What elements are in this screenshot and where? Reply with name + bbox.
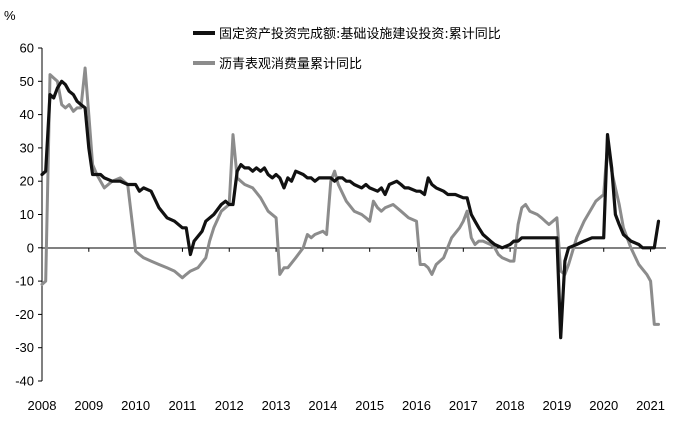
x-tick-label: 2014 — [308, 398, 337, 413]
y-tick-label: -10 — [15, 274, 34, 289]
series-line-2 — [40, 66, 660, 326]
y-tick-label: 40 — [20, 107, 34, 122]
series-layer — [40, 66, 661, 340]
y-tick-label: -30 — [15, 340, 34, 355]
x-tick-label: 2012 — [215, 398, 244, 413]
y-tick-group: 60 50 40 30 20 10 0 -10 -20 -30 -40 — [15, 41, 42, 389]
x-tick-label: 2018 — [496, 398, 525, 413]
x-tick-label: 2020 — [589, 398, 618, 413]
y-tick-label: -20 — [15, 307, 34, 322]
x-tick-label: 2016 — [402, 398, 431, 413]
y-tick-label: 10 — [20, 207, 34, 222]
x-tick-label: 2017 — [449, 398, 478, 413]
x-tick-label: 2021 — [636, 398, 665, 413]
y-tick-label: 30 — [20, 140, 34, 155]
legend: 固定资产投资完成额:基础设施建设投资:累计同比 沥青表观消费量累计同比 — [193, 26, 501, 72]
legend-label-series-1: 固定资产投资完成额:基础设施建设投资:累计同比 — [219, 26, 501, 42]
series-line-1 — [40, 79, 661, 340]
x-tick-label: 2010 — [121, 398, 150, 413]
axes — [41, 48, 666, 381]
x-tick-label: 2013 — [262, 398, 291, 413]
y-tick-label: 50 — [20, 74, 34, 89]
x-tick-label: 2008 — [28, 398, 57, 413]
y-axis-unit-label: % — [4, 8, 16, 23]
x-tick-label: 2009 — [74, 398, 103, 413]
x-tick-label: 2011 — [168, 398, 196, 413]
x-tick-label: 2019 — [542, 398, 571, 413]
y-tick-label: 20 — [20, 174, 34, 189]
x-tick-label: 2015 — [355, 398, 384, 413]
y-tick-label: 60 — [20, 41, 34, 56]
x-tick-group: 2008 2009 2010 2011 2012 2013 2014 2015 2016 2017… — [28, 247, 665, 413]
y-tick-label: 0 — [27, 240, 34, 255]
legend-label-series-2: 沥青表观消费量累计同比 — [219, 57, 362, 72]
y-tick-label: -40 — [15, 374, 34, 389]
